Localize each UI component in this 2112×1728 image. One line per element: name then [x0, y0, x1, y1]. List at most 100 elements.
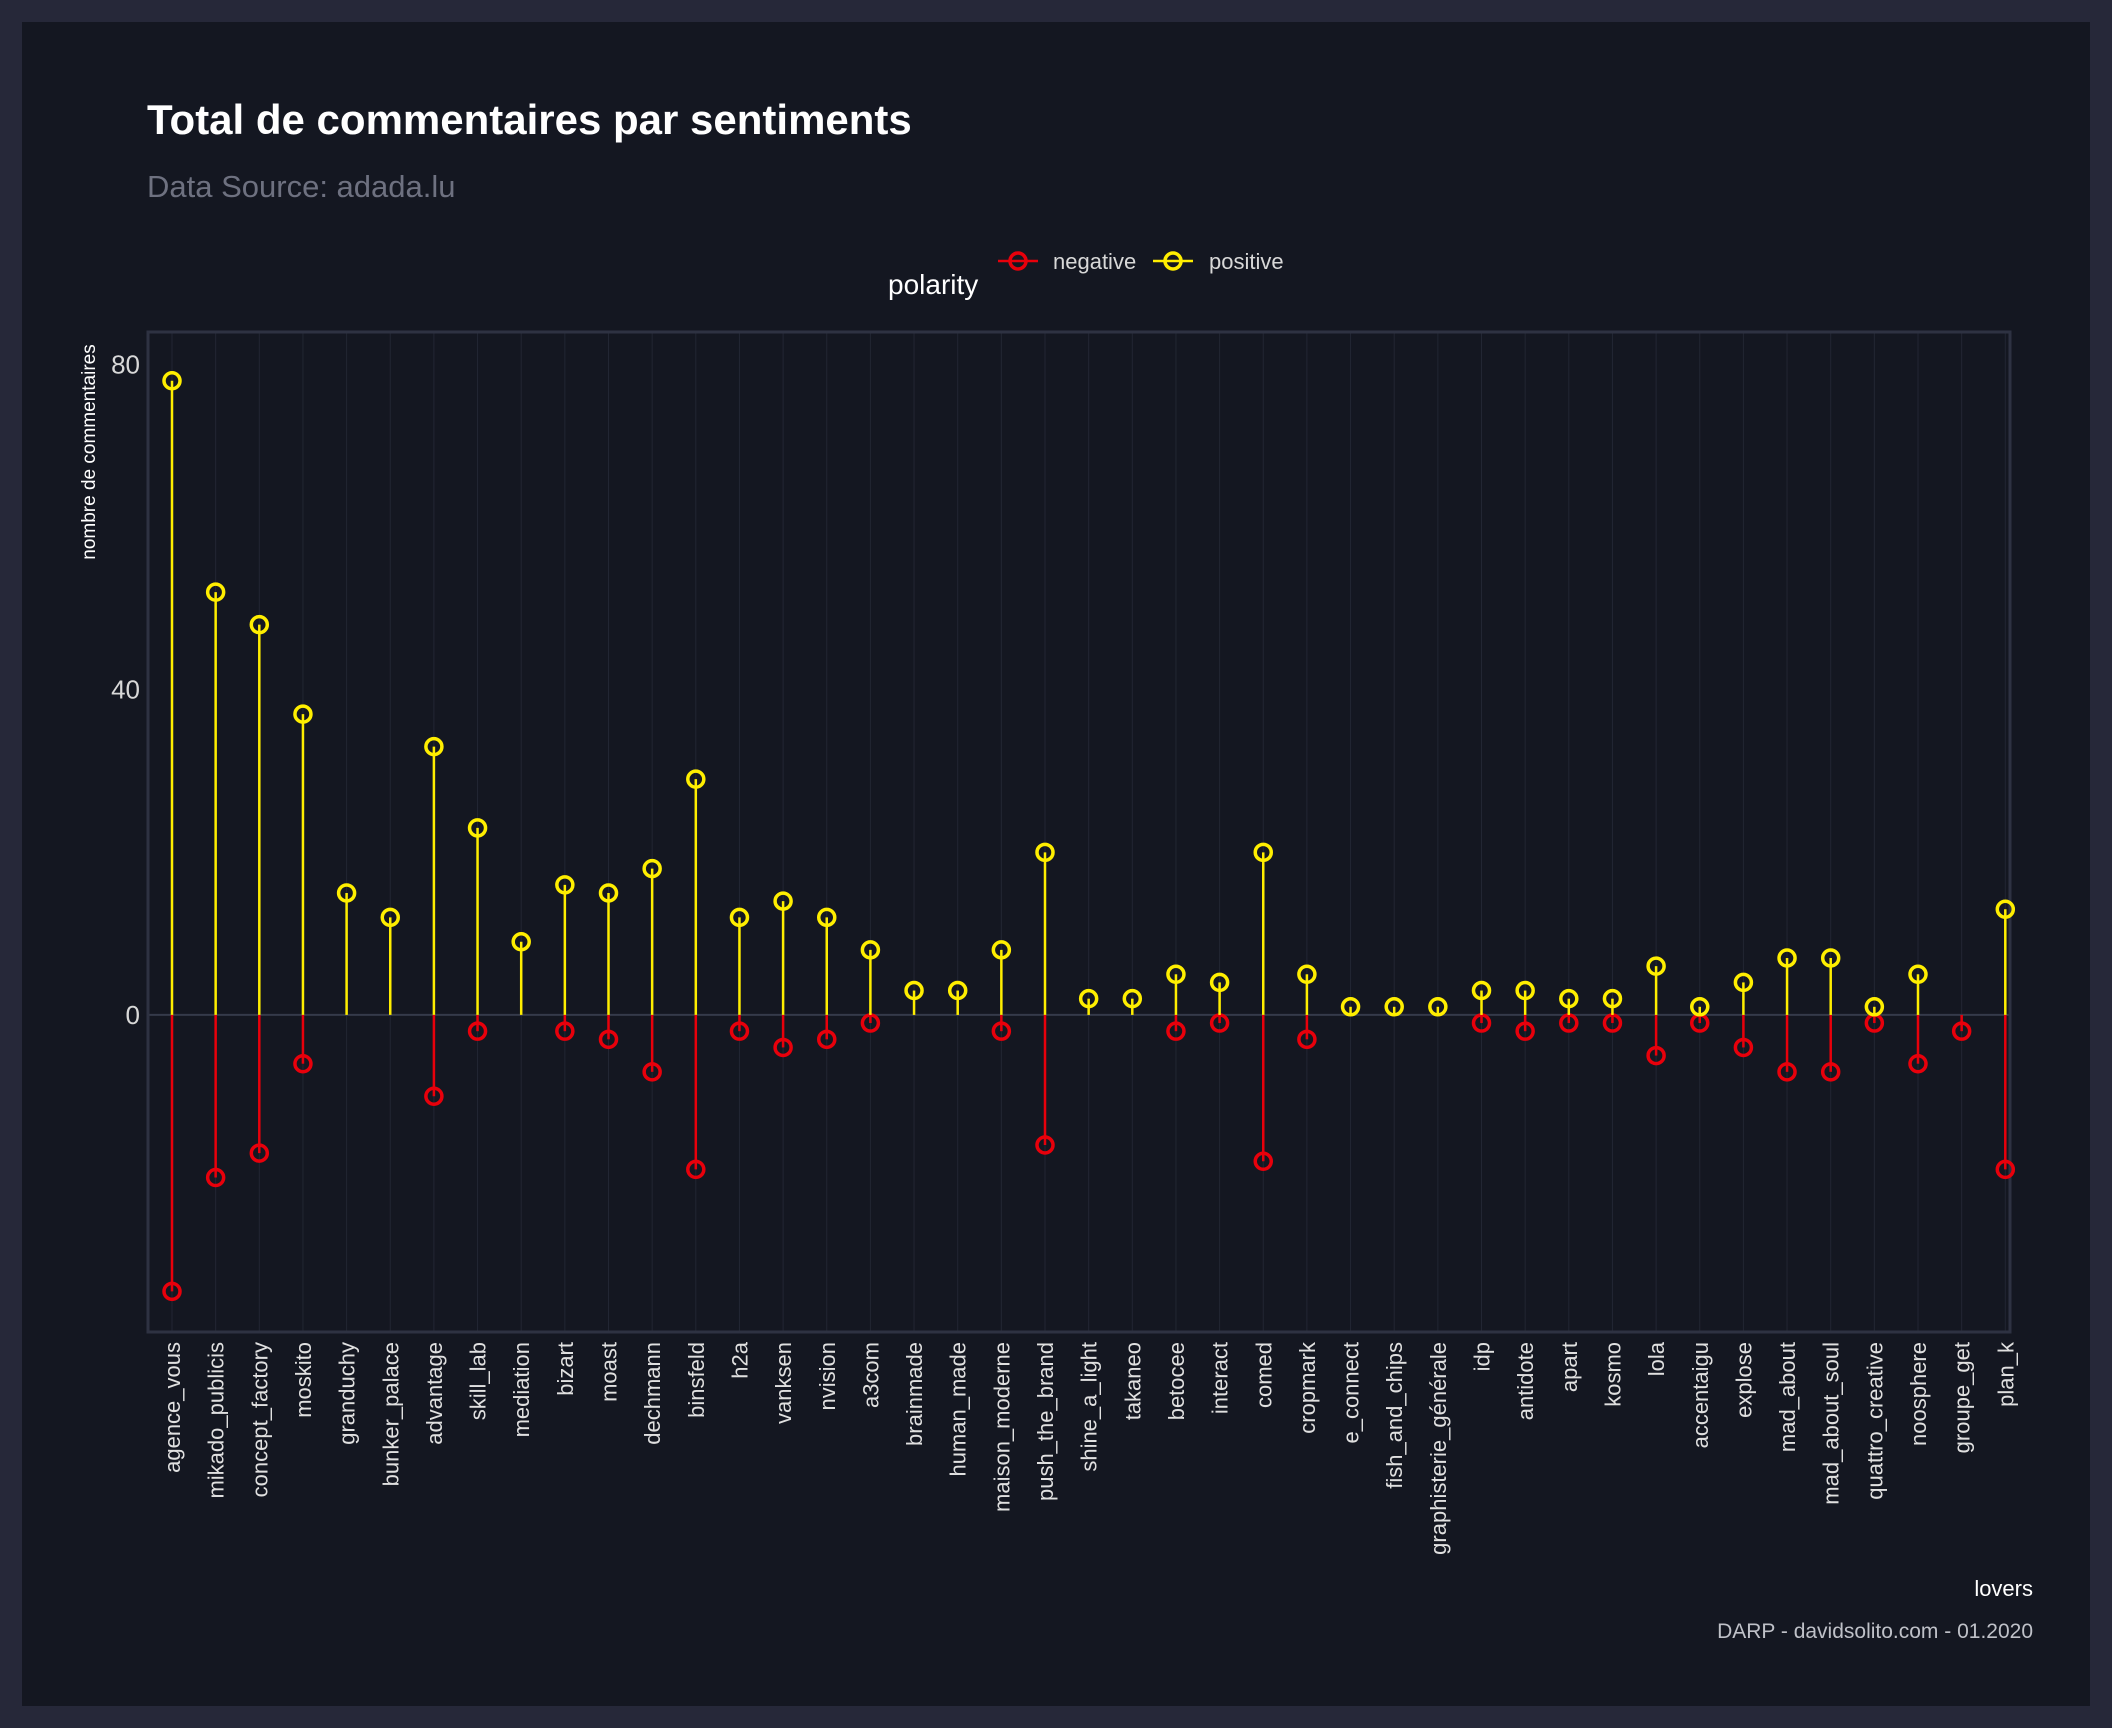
x-tick-label: graphisterie_générale: [1426, 1342, 1451, 1555]
x-tick-label: groupe_get: [1950, 1342, 1975, 1453]
y-axis-title: nombre de commentaires: [79, 344, 100, 559]
positive-point: [1166, 964, 1186, 985]
positive-point: [1646, 956, 1666, 976]
x-tick-label: comed: [1251, 1342, 1276, 1408]
x-tick-label: explose: [1731, 1342, 1756, 1418]
x-tick-label: skill_lab: [466, 1342, 491, 1420]
positive-point: [1297, 964, 1317, 985]
positive-point: [1820, 948, 1841, 968]
x-tick-label: mediation: [509, 1342, 534, 1437]
positive-point: [1908, 964, 1928, 985]
x-tick-label: bizart: [553, 1342, 578, 1396]
negative-point: [991, 1021, 1012, 1041]
x-tick-label: vanksen: [771, 1342, 796, 1424]
negative-point: [1602, 1013, 1623, 1033]
negative-point: [1733, 1037, 1754, 1058]
negative-point: [249, 1143, 270, 1163]
positive-point: [773, 891, 793, 911]
negative-point: [162, 1281, 182, 1302]
negative-point: [1559, 1013, 1579, 1033]
legend-item-negative: negative: [998, 249, 1136, 274]
x-tick-label: cropmark: [1295, 1341, 1320, 1434]
x-tick-label: moast: [597, 1342, 622, 1402]
positive-point: [860, 940, 881, 960]
chart-background: Total de commentaires par sentiments Dat…: [22, 22, 2090, 1706]
y-tick-label: 80: [111, 350, 140, 380]
negative-point: [1515, 1021, 1535, 1041]
positive-point: [904, 980, 924, 1001]
negative-point: [293, 1053, 313, 1074]
positive-point: [205, 582, 226, 602]
positive-point: [598, 883, 619, 903]
positive-point: [555, 875, 575, 895]
positive-point: [991, 940, 1012, 960]
negative-point: [1035, 1135, 1055, 1155]
positive-point: [162, 371, 182, 391]
x-tick-label: maison_moderne: [989, 1342, 1014, 1512]
negative-point: [642, 1062, 662, 1082]
positive-point: [1078, 988, 1099, 1009]
negative-point: [555, 1021, 575, 1041]
positive-point: [1777, 948, 1797, 968]
positive-point: [424, 736, 444, 757]
x-tick-label: takaneo: [1120, 1342, 1145, 1420]
x-tick-label: bunker_palace: [378, 1342, 403, 1486]
negative-point: [686, 1159, 706, 1180]
x-tick-label: apart: [1557, 1342, 1582, 1392]
chart-caption: DARP - davidsolito.com - 01.2020: [1717, 1620, 2033, 1643]
negative-point: [424, 1086, 444, 1106]
positive-point: [1864, 997, 1885, 1017]
y-tick-label: 40: [111, 675, 140, 705]
x-tick-label: noosphere: [1906, 1342, 1931, 1446]
negative-point: [1297, 1029, 1317, 1050]
positive-point: [642, 858, 662, 879]
negative-point: [1995, 1159, 2016, 1180]
series-positive: [162, 371, 2016, 1017]
x-tick-label: concept_factory: [247, 1342, 272, 1497]
x-tick-label: idp: [1470, 1342, 1495, 1371]
positive-point: [1690, 997, 1710, 1017]
plot-border: [146, 330, 2012, 1334]
positive-point: [467, 818, 488, 838]
positive-point: [1515, 980, 1535, 1001]
x-tick-label: a3com: [858, 1342, 883, 1408]
positive-point: [1995, 899, 2016, 919]
legend-label-negative: negative: [1053, 249, 1136, 274]
positive-point: [1733, 972, 1754, 993]
x-tick-label: kosmo: [1600, 1342, 1625, 1407]
negative-point: [860, 1013, 881, 1033]
positive-point: [1035, 842, 1055, 863]
plot-area: 0 40 80 agence_vous mikado_publicis concept_f…: [111, 330, 2018, 1555]
positive-point: [1471, 980, 1492, 1001]
x-tick-label: fish_and_chips: [1382, 1342, 1407, 1489]
positive-point: [817, 907, 837, 928]
positive-point: [1209, 972, 1230, 993]
positive-point: [1559, 988, 1579, 1009]
negative-point: [1209, 1013, 1230, 1033]
negative-point: [1951, 1021, 1972, 1041]
positive-point: [511, 932, 531, 952]
x-tick-label: quattro_creative: [1862, 1342, 1887, 1500]
x-tick-label: agence_vous: [160, 1342, 185, 1473]
negative-point: [1820, 1062, 1841, 1082]
x-tick-label: interact: [1208, 1342, 1233, 1414]
x-tick-label: moskito: [291, 1342, 316, 1418]
x-tick-label: shine_a_light: [1077, 1342, 1102, 1472]
x-tick-label: lola: [1644, 1341, 1669, 1376]
negative-point: [467, 1021, 488, 1041]
legend: polarity negative positive: [888, 249, 1284, 300]
negative-point: [817, 1029, 837, 1050]
positive-point: [729, 907, 750, 928]
x-tick-label: mad_about: [1775, 1342, 1800, 1452]
positive-point: [1122, 988, 1143, 1009]
negative-point: [205, 1167, 226, 1188]
x-tick-label: binsfeld: [684, 1342, 709, 1418]
y-tick-label: 0: [126, 1000, 140, 1030]
legend-key-marker-negative: [1008, 251, 1028, 271]
positive-point: [1340, 997, 1361, 1017]
x-tick-label: antidote: [1513, 1342, 1538, 1420]
negative-point: [1777, 1062, 1797, 1082]
x-tick-label: betocee: [1164, 1342, 1189, 1420]
chart-svg: Total de commentaires par sentiments Dat…: [79, 96, 2033, 1643]
chart-title: Total de commentaires par sentiments: [147, 96, 912, 143]
